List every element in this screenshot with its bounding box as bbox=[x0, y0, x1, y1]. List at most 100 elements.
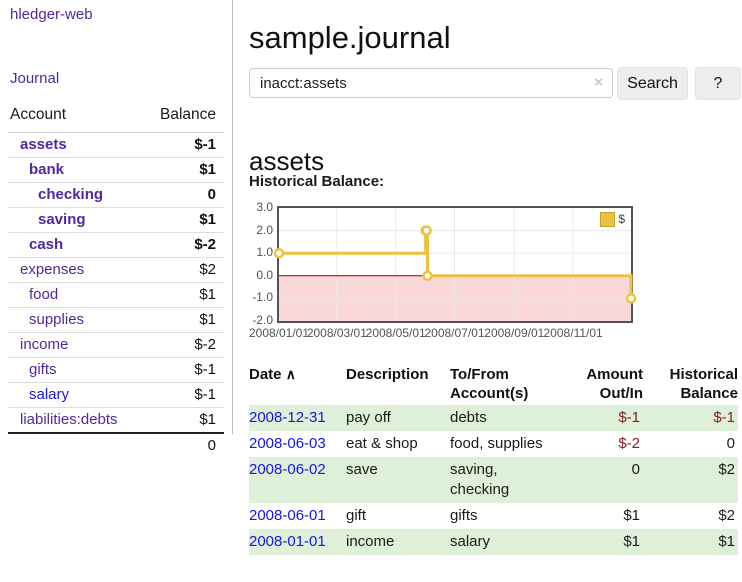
register-description: pay off bbox=[346, 405, 450, 431]
register-amount: $1 bbox=[562, 529, 643, 555]
historical-balance-column-header: Historical Balance bbox=[669, 366, 738, 402]
x-axis-tick-label: 2008/01/01 bbox=[248, 326, 310, 340]
data-point-marker bbox=[421, 225, 432, 236]
sidebar-account-row: assets $-1 bbox=[8, 132, 224, 158]
sidebar-account-link[interactable]: checking bbox=[38, 186, 104, 203]
search-help-button[interactable]: ? bbox=[695, 67, 741, 100]
x-axis-tick-label: 2008/11/01 bbox=[543, 326, 603, 340]
sidebar-account-balance: $-1 bbox=[142, 132, 224, 158]
page-title: sample.journal bbox=[249, 19, 451, 55]
x-axis-tick-label: 2008/07/01 bbox=[424, 326, 485, 340]
sidebar-account-link[interactable]: supplies bbox=[29, 311, 85, 328]
sidebar-account-balance: $1 bbox=[142, 307, 224, 333]
sidebar-account-link[interactable]: cash bbox=[29, 236, 64, 253]
register-amount: $1 bbox=[623, 507, 640, 524]
sidebar-account-link[interactable]: liabilities:debts bbox=[20, 411, 118, 428]
register-description: save bbox=[346, 457, 450, 503]
balance-column-header: Balance bbox=[142, 100, 224, 133]
sidebar-account-link[interactable]: assets bbox=[20, 136, 67, 153]
chart-legend: $ bbox=[598, 211, 627, 228]
sidebar-item-journal[interactable]: Journal bbox=[10, 70, 60, 87]
register-accounts: saving, checking bbox=[450, 457, 562, 503]
sidebar-account-link[interactable]: gifts bbox=[29, 361, 57, 378]
table-row: 2008-12-31 pay off debts $-1 $-1 bbox=[249, 405, 738, 431]
register-body: 2008-12-31 pay off debts $-1 $-1 2008-06-03 ea… bbox=[249, 405, 738, 555]
register-date-link[interactable]: 2008-06-03 bbox=[249, 435, 326, 452]
accounts-column-header: Account bbox=[8, 100, 143, 133]
sidebar-account-row: saving $1 bbox=[8, 207, 224, 233]
register-date-link[interactable]: 2008-01-01 bbox=[249, 533, 326, 550]
sidebar-account-link[interactable]: saving bbox=[38, 211, 86, 228]
sidebar-accounts-header-row: Account Balance bbox=[8, 100, 224, 133]
y-axis-tick-label: 1.0 bbox=[256, 245, 273, 260]
register-amount: 0 bbox=[562, 457, 643, 503]
app-brand-link[interactable]: hledger-web bbox=[10, 6, 93, 23]
sidebar-account-link[interactable]: income bbox=[20, 336, 69, 353]
y-axis-tick-label: 0.0 bbox=[256, 267, 273, 282]
sidebar-account-row: liabilities:debts $1 bbox=[8, 407, 224, 434]
register-accounts: salary bbox=[450, 529, 562, 555]
balance-chart: $ 3.0 2.0 1.0 0.0 -1.0 -2.0 2008/01/01 2008/03/… bbox=[249, 200, 738, 342]
sidebar-account-balance: $2 bbox=[142, 257, 224, 283]
search-input[interactable] bbox=[249, 68, 613, 98]
register-date-cell: 2008-12-31 bbox=[249, 405, 346, 431]
sidebar-total-row: 0 bbox=[8, 432, 224, 458]
search-button[interactable]: Search bbox=[617, 67, 688, 100]
register-amount: $-1 bbox=[562, 405, 643, 431]
sidebar-account-balance: $-1 bbox=[142, 357, 224, 383]
sidebar-account-balance: $-1 bbox=[142, 382, 224, 408]
register-amount: $-2 bbox=[618, 435, 640, 452]
sidebar-account-link[interactable]: food bbox=[29, 286, 59, 303]
sidebar-account-link[interactable]: salary bbox=[29, 386, 70, 403]
register-description: income bbox=[346, 529, 450, 555]
register-accounts: debts bbox=[450, 405, 562, 431]
sidebar-accounts-body: assets $-1 bank $1 checking 0 saving $1 cash $-2 e… bbox=[8, 132, 224, 434]
x-axis-tick-label: 2008/03/01 bbox=[306, 326, 367, 340]
register-date-cell: 2008-06-01 bbox=[249, 503, 346, 529]
register-balance: $2 bbox=[643, 457, 738, 503]
sort-ascending-icon: ∧ bbox=[285, 366, 296, 382]
data-point-marker bbox=[625, 293, 637, 304]
sidebar-account-row: salary $-1 bbox=[8, 382, 224, 408]
register-balance: 0 bbox=[726, 435, 735, 452]
table-row: 2008-06-01 gift gifts $1 $2 bbox=[249, 503, 738, 529]
description-column-header: Description bbox=[346, 366, 429, 383]
register-date-cell: 2008-06-03 bbox=[249, 431, 346, 457]
data-point-marker bbox=[273, 247, 285, 259]
sidebar-account-balance: $1 bbox=[142, 282, 224, 308]
register-date-link[interactable]: 2008-06-01 bbox=[249, 507, 326, 524]
y-axis-tick-label: -2.0 bbox=[252, 313, 273, 327]
sidebar-account-row: income $-2 bbox=[8, 332, 224, 358]
sidebar-account-row: cash $-2 bbox=[8, 232, 224, 258]
chart-canvas bbox=[273, 208, 637, 321]
sidebar-account-balance: $-2 bbox=[142, 332, 224, 358]
register-table: Date ∧ Description To/From Account(s) Am… bbox=[249, 361, 738, 555]
sidebar-total-balance: 0 bbox=[142, 432, 224, 458]
register-date-cell: 2008-06-02 bbox=[249, 457, 346, 503]
sidebar-account-row: checking 0 bbox=[8, 182, 224, 208]
x-axis-tick-label: 2008/05/01 bbox=[365, 326, 426, 340]
sidebar-account-balance: 0 bbox=[142, 182, 224, 208]
sort-by-date-link[interactable]: Date ∧ bbox=[249, 366, 296, 383]
clear-search-icon[interactable]: × bbox=[594, 74, 603, 91]
sidebar-account-link[interactable]: expenses bbox=[20, 261, 85, 278]
sidebar-account-link[interactable]: bank bbox=[29, 161, 65, 178]
legend-label: $ bbox=[618, 212, 625, 226]
register-balance: $1 bbox=[643, 529, 738, 555]
register-header-row: Date ∧ Description To/From Account(s) Am… bbox=[249, 361, 738, 405]
register-date-link[interactable]: 2008-06-02 bbox=[249, 461, 326, 478]
register-balance: $-1 bbox=[643, 405, 738, 431]
register-accounts: food, supplies bbox=[450, 435, 543, 452]
sidebar-account-balance: $1 bbox=[142, 207, 224, 233]
x-axis-tick-label: 2008/09/01 bbox=[484, 326, 545, 340]
y-axis-tick-label: 3.0 bbox=[256, 200, 273, 214]
sidebar-account-balance: $1 bbox=[142, 157, 224, 183]
amount-column-header: Amount Out/In bbox=[586, 366, 643, 402]
data-point-marker bbox=[422, 270, 433, 282]
register-date-link[interactable]: 2008-12-31 bbox=[249, 409, 326, 426]
register-description: eat & shop bbox=[346, 435, 418, 452]
sidebar-account-balance: $1 bbox=[142, 407, 224, 434]
chart-title: Historical Balance: bbox=[249, 173, 385, 190]
sidebar-account-row: bank $1 bbox=[8, 157, 224, 183]
register-date-cell: 2008-01-01 bbox=[249, 529, 346, 555]
